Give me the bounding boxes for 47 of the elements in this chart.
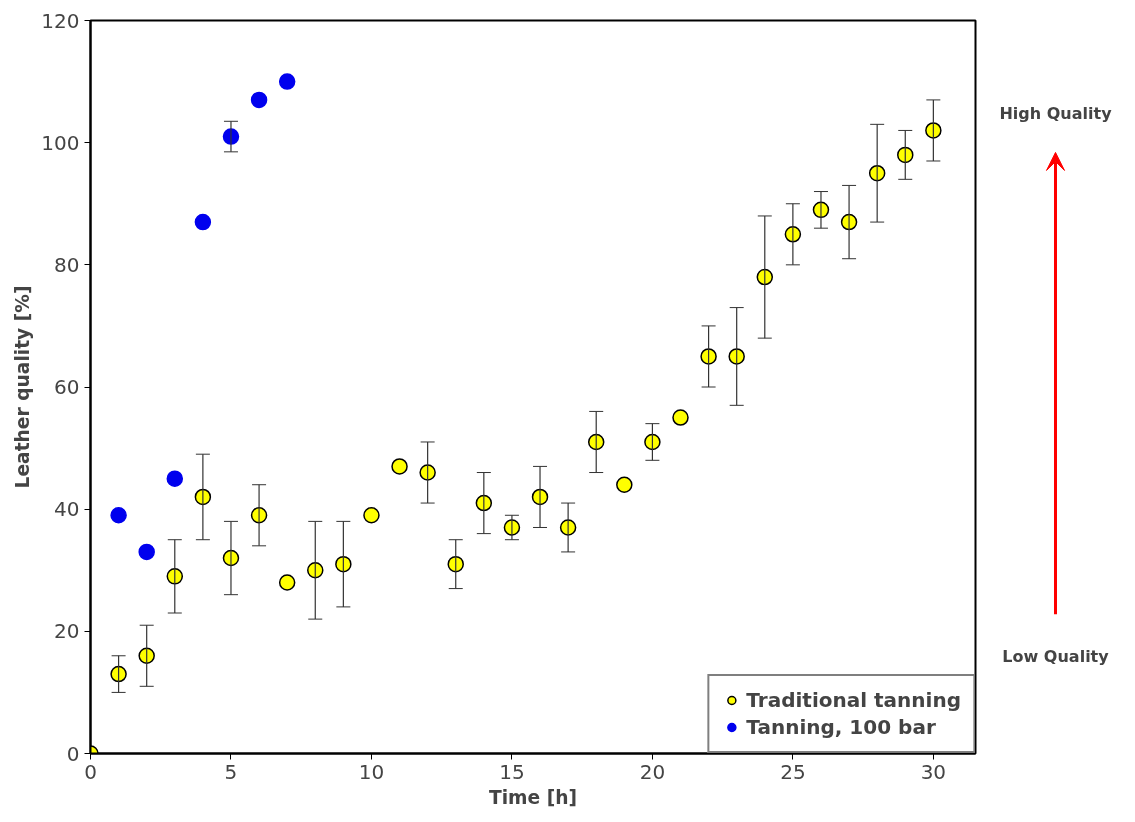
point bbox=[700, 348, 717, 365]
point bbox=[335, 555, 352, 573]
point bbox=[728, 348, 745, 365]
point bbox=[363, 507, 380, 524]
point bbox=[447, 555, 464, 573]
x-tick-label: 10 bbox=[358, 759, 385, 784]
point bbox=[391, 458, 408, 475]
point bbox=[110, 665, 127, 683]
text: High Quality bbox=[999, 104, 1113, 124]
point bbox=[278, 574, 296, 591]
point bbox=[138, 543, 155, 561]
x-tick-label: 20 bbox=[639, 759, 666, 784]
x-tick-label: 15 bbox=[499, 759, 525, 784]
point bbox=[616, 476, 633, 493]
point bbox=[897, 146, 914, 164]
y-tick-label: 40 bbox=[54, 497, 80, 522]
y-tick-label: 0 bbox=[66, 741, 80, 766]
legend-label: Tanning, 100 bar bbox=[746, 715, 936, 739]
point bbox=[194, 213, 212, 231]
x-tick-label: 0 bbox=[84, 759, 97, 784]
point bbox=[587, 433, 605, 451]
y-tick-label: 60 bbox=[54, 375, 80, 399]
y-tick-label: 20 bbox=[54, 619, 80, 644]
x-tick-label: 25 bbox=[780, 759, 806, 784]
point bbox=[756, 268, 774, 286]
x-tick-label: 30 bbox=[920, 759, 947, 784]
y-axis-title: Leather quality [%] bbox=[12, 285, 34, 489]
point bbox=[110, 507, 127, 524]
x-axis-title: Time [h] bbox=[488, 786, 578, 808]
point bbox=[925, 122, 942, 139]
x-tick-label: 5 bbox=[224, 759, 238, 784]
point bbox=[250, 91, 268, 109]
y-tick-label: 120 bbox=[41, 8, 80, 33]
point bbox=[307, 562, 324, 579]
y-tick-label: 80 bbox=[54, 252, 80, 277]
point bbox=[475, 494, 493, 512]
point bbox=[644, 433, 661, 451]
point bbox=[166, 470, 184, 487]
text: Low Quality bbox=[1002, 646, 1110, 666]
point bbox=[166, 568, 184, 585]
legend-label: Traditional tanning bbox=[746, 688, 961, 712]
point bbox=[868, 164, 886, 182]
point bbox=[278, 73, 296, 90]
point bbox=[138, 647, 155, 664]
point bbox=[419, 464, 436, 481]
y-tick-label: 100 bbox=[41, 130, 80, 155]
point bbox=[672, 409, 689, 426]
